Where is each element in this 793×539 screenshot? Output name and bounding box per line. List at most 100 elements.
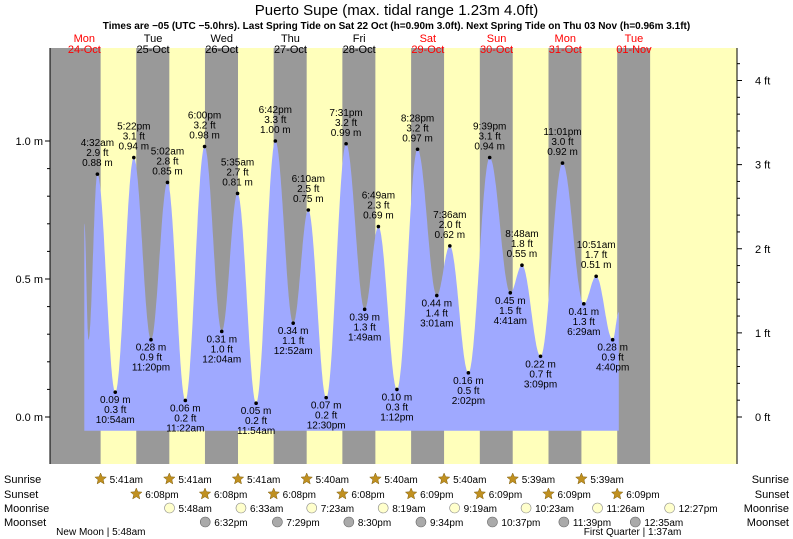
sunrise-time: 5:41am [110,475,143,486]
sunrise-time: 5:40am [453,475,486,486]
moonset-icon [199,516,211,528]
tide-label-line: 0.2 ft [315,411,337,422]
tide-label-line: 3.2 ft [193,121,215,132]
axes: 0.0 m 0.5 m 1.0 m 0 ft 1 ft 2 ft 3 ft 4 ft [15,48,770,464]
row-label-left: Moonrise [4,503,49,515]
tide-label-line: 0.44 m [421,299,452,310]
tide-label-line: 0.05 m [241,406,272,417]
tide-label-line: 2.5 ft [297,184,319,195]
tide-label-line: 0.3 ft [386,402,408,413]
tide-label-line: 2:02pm [452,396,485,407]
tide-label-line: 2.8 ft [156,156,178,167]
sunrise-icon [94,472,107,485]
sunrise-time: 5:40am [384,475,417,486]
tide-label-line: 10:54am [96,415,135,426]
tide-label-line: 0.55 m [507,249,538,260]
sunrise-icon [437,472,451,485]
tide-point [434,293,439,298]
sunrise-icon [575,472,588,485]
day-name: Sun [487,33,507,45]
tide-label-line: 0.34 m [278,326,309,337]
tide-label-line: 3:09pm [524,379,557,390]
tide-label-line: 1.1 ft [282,336,304,347]
day-name: Mon [74,33,95,45]
right-tick-label: 0 ft [755,412,770,424]
sunset-time: 6:09pm [626,490,659,501]
sunset-time: 6:08pm [351,490,384,501]
moonrise-time: 10:23am [535,504,574,515]
day-name: Tue [625,33,644,45]
sunset-icon [198,487,212,500]
chart-subtitle: Times are −05 (UTC −5.0hrs). Last Spring… [102,21,691,32]
moon-phase-label: New Moon | 5:48am [56,527,145,538]
tide-area [84,141,619,431]
tide-point [415,147,420,152]
tide-point [395,387,399,392]
tide-label-line: 6:10am [292,174,325,185]
tide-label-line: 11:20pm [132,363,170,374]
moonset-time: 10:37pm [501,518,540,529]
row-label-right: Moonrise [744,503,789,515]
day-name: Tue [144,33,163,45]
tide-label-line: 3.0 ft [551,137,573,148]
tide-label-line: 3:01am [420,319,453,330]
tide-label-line: 6:00pm [188,111,221,122]
day-date: 24-Oct [68,44,101,56]
tide-label-line: 5:22pm [117,122,150,133]
moonset-time: 12:35am [644,518,683,529]
sunset-time: 6:09pm [558,490,591,501]
tide-label-line: 0.98 m [189,131,220,142]
tide-point [560,161,565,165]
sunrise-time: 5:41am [178,475,211,486]
tide-label-line: 7:31pm [329,108,362,119]
tide-point [219,329,224,334]
tide-point [291,321,295,325]
row-label-left: Moonset [4,517,46,529]
row-label-right: Sunrise [752,474,789,486]
tide-label-line: 3.2 ft [406,123,428,134]
moonrise-time: 7:23am [321,504,354,515]
row-label-right: Moonset [747,517,789,529]
sunset-time: 6:08pm [214,490,247,501]
tide-label-line: 0.28 m [597,343,628,354]
tide-label-line: 3.2 ft [335,118,357,129]
sunset-time: 6:09pm [420,490,453,501]
tide-point [487,155,492,160]
tide-label-line: 12:30pm [307,421,346,432]
tide-point [165,180,170,185]
tide-point [508,291,513,295]
moonrise-icon [664,502,675,514]
moonrise-icon [164,502,175,514]
tide-label-line: 0.51 m [581,260,612,271]
tide-label-line: 0.28 m [136,343,167,354]
tide-label-line: 1:49am [348,332,381,343]
row-label-left: Sunrise [4,474,41,486]
tide-label-line: 0.3 ft [104,405,126,416]
low-tide-label: 0.44 m1.4 ft3:01am [420,293,453,330]
tide-point [113,390,118,394]
tide-label-line: 0.94 m [119,142,150,153]
tide-label-line: 1.3 ft [573,317,595,328]
moonrise-time: 12:27pm [679,504,718,515]
right-tick-label: 2 ft [755,244,770,256]
moonrise-time: 11:26am [607,504,645,515]
row-label-left: Sunset [4,489,38,501]
low-tide-label: 0.41 m1.3 ft6:29am [567,302,600,338]
tide-label-line: 11:54am [237,426,275,437]
day-date: 26-Oct [205,44,238,56]
tide-point [273,139,278,143]
tide-label-line: 8:28pm [401,113,434,124]
tide-label-line: 11:22am [166,423,204,434]
chart-title: Puerto Supe (max. tidal range 1.23m 4.0f… [254,2,539,19]
